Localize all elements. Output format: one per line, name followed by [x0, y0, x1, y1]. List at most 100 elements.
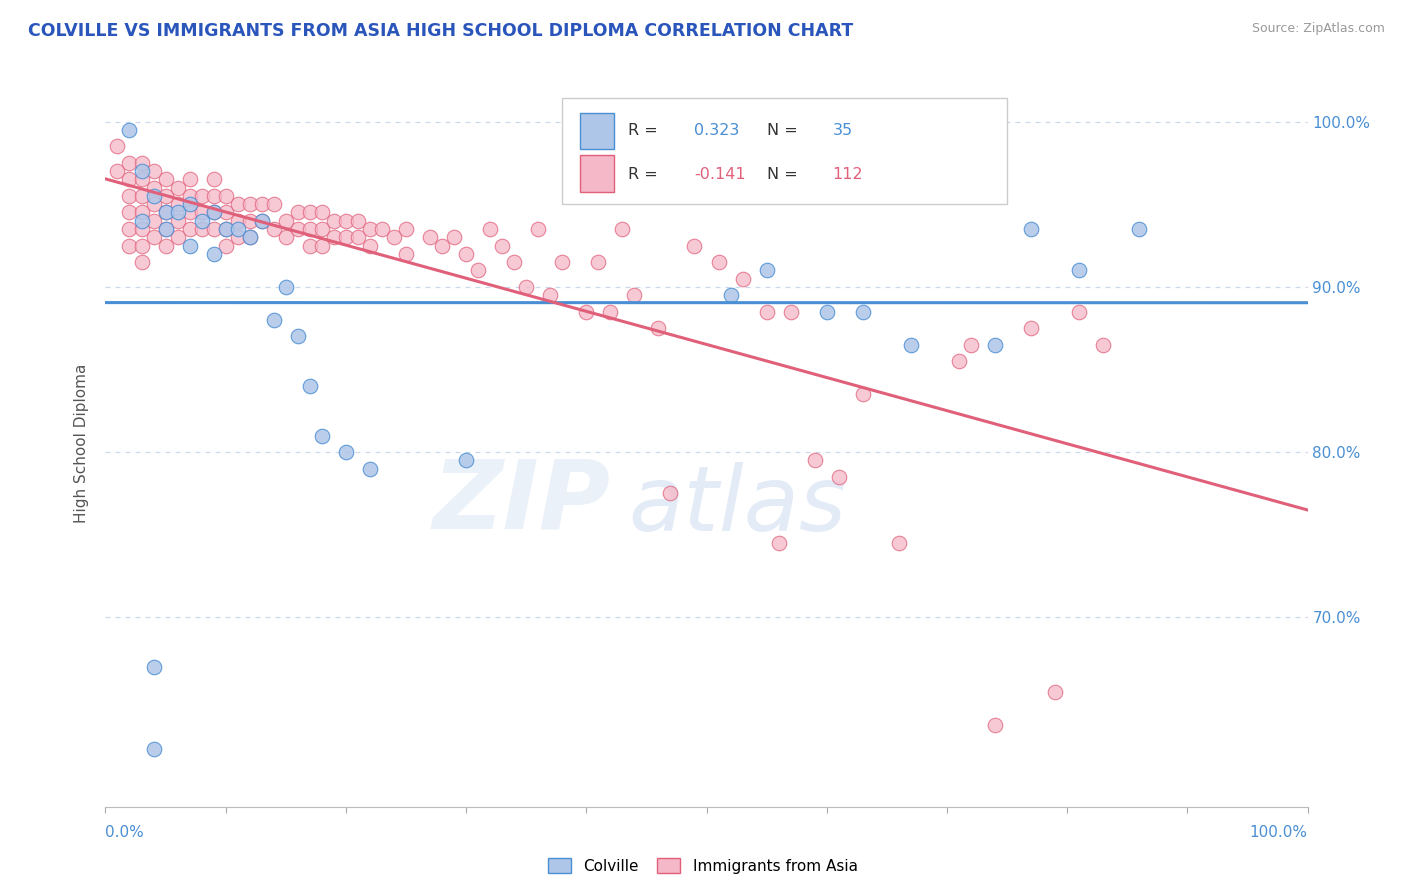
- Point: [503, 255, 526, 269]
- Point: [190, 189, 212, 203]
- Text: R =: R =: [628, 168, 664, 182]
- Point: [131, 205, 153, 219]
- Point: [382, 230, 405, 244]
- Text: N =: N =: [766, 168, 803, 182]
- Point: [142, 180, 165, 194]
- Point: [166, 230, 188, 244]
- Point: [731, 271, 754, 285]
- Point: [142, 197, 165, 211]
- Point: [359, 461, 381, 475]
- Point: [335, 213, 357, 227]
- Point: [131, 172, 153, 186]
- Point: [948, 354, 970, 368]
- Point: [322, 213, 344, 227]
- Point: [1069, 304, 1091, 318]
- Point: [226, 197, 249, 211]
- Point: [250, 213, 273, 227]
- Point: [142, 660, 165, 674]
- Point: [984, 337, 1007, 351]
- Point: [155, 189, 177, 203]
- Text: atlas: atlas: [628, 461, 846, 549]
- Point: [322, 230, 344, 244]
- Point: [887, 536, 910, 550]
- Point: [118, 189, 141, 203]
- Text: -0.141: -0.141: [695, 168, 747, 182]
- Point: [1092, 337, 1115, 351]
- Point: [166, 197, 188, 211]
- Point: [852, 304, 875, 318]
- Point: [852, 387, 875, 401]
- Point: [359, 238, 381, 252]
- Point: [311, 238, 333, 252]
- Point: [479, 222, 502, 236]
- Point: [311, 205, 333, 219]
- Point: [707, 255, 730, 269]
- Point: [395, 222, 418, 236]
- Point: [515, 280, 537, 294]
- Point: [612, 222, 634, 236]
- Point: [768, 536, 790, 550]
- Point: [118, 222, 141, 236]
- Point: [347, 230, 370, 244]
- Text: Source: ZipAtlas.com: Source: ZipAtlas.com: [1251, 22, 1385, 36]
- Point: [1019, 321, 1042, 335]
- Point: [335, 230, 357, 244]
- Point: [298, 222, 321, 236]
- Point: [263, 313, 285, 327]
- Text: N =: N =: [766, 123, 803, 138]
- Point: [467, 263, 489, 277]
- Point: [179, 205, 201, 219]
- Point: [190, 205, 212, 219]
- Point: [214, 222, 236, 236]
- Point: [828, 470, 851, 484]
- Point: [263, 197, 285, 211]
- Point: [491, 238, 513, 252]
- Point: [538, 288, 561, 302]
- Point: [190, 213, 212, 227]
- Y-axis label: High School Diploma: High School Diploma: [75, 364, 90, 524]
- Point: [214, 222, 236, 236]
- Legend: Colville, Immigrants from Asia: Colville, Immigrants from Asia: [543, 852, 863, 880]
- Point: [107, 139, 129, 153]
- Point: [142, 213, 165, 227]
- Point: [202, 172, 225, 186]
- Point: [179, 238, 201, 252]
- Point: [900, 337, 922, 351]
- Point: [131, 255, 153, 269]
- Point: [588, 255, 610, 269]
- Point: [419, 230, 441, 244]
- Point: [155, 222, 177, 236]
- Point: [179, 197, 201, 211]
- Point: [335, 445, 357, 459]
- Point: [142, 742, 165, 756]
- Point: [118, 156, 141, 170]
- FancyBboxPatch shape: [581, 155, 614, 192]
- Point: [214, 205, 236, 219]
- Point: [287, 222, 309, 236]
- Point: [984, 717, 1007, 731]
- Point: [226, 213, 249, 227]
- Point: [131, 164, 153, 178]
- Text: 100.0%: 100.0%: [1250, 825, 1308, 839]
- Point: [430, 238, 453, 252]
- Text: 0.323: 0.323: [695, 123, 740, 138]
- Point: [239, 230, 262, 244]
- Point: [166, 205, 188, 219]
- Point: [239, 213, 262, 227]
- Point: [443, 230, 465, 244]
- Point: [107, 164, 129, 178]
- Point: [214, 189, 236, 203]
- Point: [166, 213, 188, 227]
- Point: [755, 304, 778, 318]
- Point: [118, 205, 141, 219]
- Point: [575, 304, 598, 318]
- Text: COLVILLE VS IMMIGRANTS FROM ASIA HIGH SCHOOL DIPLOMA CORRELATION CHART: COLVILLE VS IMMIGRANTS FROM ASIA HIGH SC…: [28, 22, 853, 40]
- Point: [647, 321, 669, 335]
- Point: [142, 164, 165, 178]
- Point: [214, 238, 236, 252]
- Point: [274, 280, 297, 294]
- Point: [1069, 263, 1091, 277]
- Point: [298, 205, 321, 219]
- Point: [202, 205, 225, 219]
- Point: [263, 222, 285, 236]
